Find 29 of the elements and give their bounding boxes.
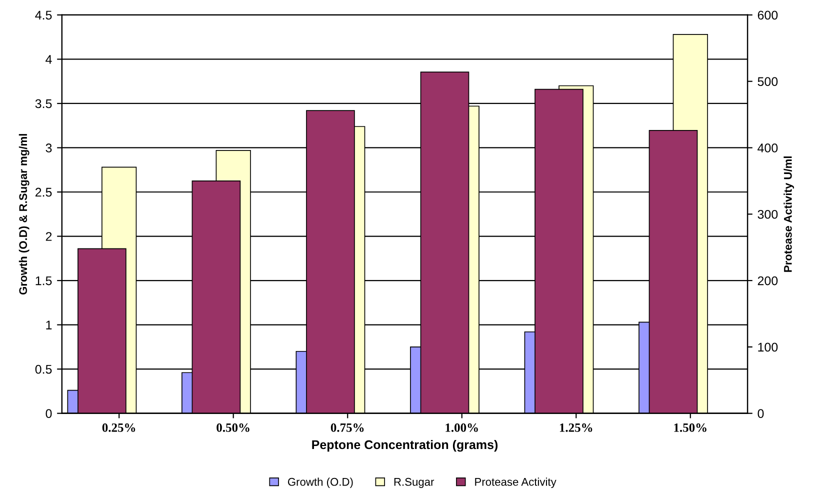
x-tick-label: 0.75% [330, 423, 364, 432]
y2-tick-label: 100 [758, 342, 778, 352]
y-tick-label: 0.5 [35, 364, 52, 374]
x-tick-label: 1.25% [560, 423, 592, 432]
y2-tick-label: 200 [758, 276, 778, 286]
y2-tick-label: 500 [758, 77, 778, 86]
y-tick-label: 3.5 [35, 99, 52, 108]
x-tick-label: 0.25% [102, 423, 136, 432]
y-axis-title: Growth (O.D) & R.Sugar mg/ml [18, 134, 30, 295]
y-tick-label: 2.5 [35, 188, 52, 197]
legend-label: Growth (O.D) [288, 478, 353, 488]
y2-tick-label: 600 [758, 10, 778, 20]
y2-tick-label: 400 [758, 144, 778, 152]
y-tick-label: 4.5 [35, 10, 52, 20]
x-tick-label: 0.50% [216, 423, 250, 432]
y2-tick-label: 300 [758, 210, 778, 219]
legend-label: R.Sugar [394, 478, 434, 488]
y-tick-label: 1 [46, 320, 52, 330]
x-tick-label: 1.00% [446, 423, 478, 432]
y2-axis-title: Protease Activity U/ml [784, 156, 794, 272]
y-tick-label: 0 [46, 409, 52, 418]
y-tick-label: 2 [46, 232, 52, 241]
y-tick-label: 4 [46, 55, 52, 64]
y-tick-label: 3 [46, 144, 52, 152]
y-tick-label: 1.5 [36, 276, 52, 286]
x-tick-label: 1.50% [674, 423, 706, 432]
legend-label: Protease Activity [475, 478, 556, 488]
x-axis-title: Peptone Concentration (grams) [312, 440, 498, 452]
y2-tick-label: 0 [758, 409, 764, 418]
